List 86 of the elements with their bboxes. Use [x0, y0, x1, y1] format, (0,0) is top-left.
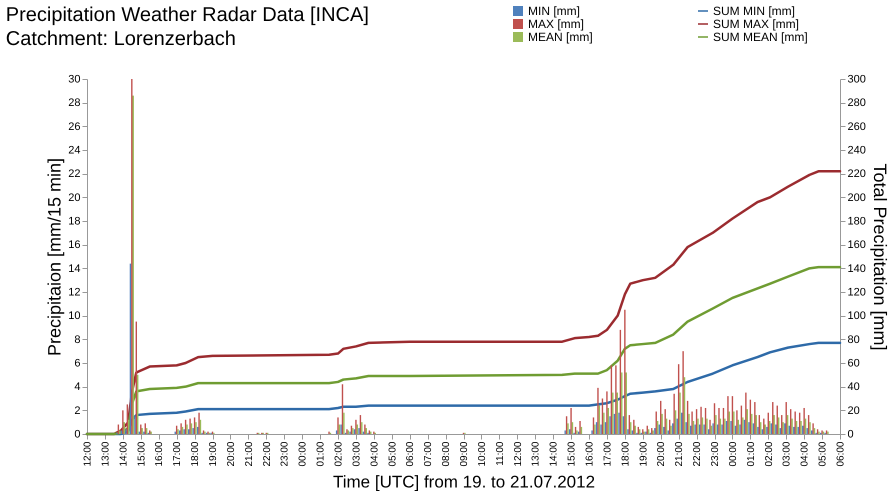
x-tick-label: 21:00	[674, 441, 686, 467]
x-tick-label: 13:00	[530, 441, 542, 467]
x-tick-label: 15:00	[566, 441, 578, 467]
legend-label: MAX [mm]	[528, 17, 584, 31]
x-tick-label: 06:00	[836, 441, 846, 467]
x-tick-label: 00:00	[728, 441, 739, 467]
x-tick-label: 05:00	[387, 441, 398, 467]
x-tick-label: 03:00	[351, 441, 362, 467]
x-tick-label: 23:00	[710, 441, 721, 467]
x-tick-label: 00:00	[298, 441, 309, 467]
x-tick-label: 01:00	[316, 441, 327, 467]
y2-tick-label: 80	[848, 334, 860, 346]
x-tick-label: 21:00	[244, 441, 255, 467]
y-tick-label: 6	[74, 358, 80, 370]
y2-tick-label: 20	[848, 404, 860, 417]
x-tick-label: 20:00	[226, 441, 237, 467]
y2-tick-label: 180	[848, 216, 866, 228]
y2-tick-label: 300	[848, 74, 866, 86]
x-tick-label: 14:00	[548, 441, 560, 467]
x-tick-label: 04:00	[369, 441, 380, 467]
y2-tick-label: 100	[848, 310, 866, 322]
legend-label: SUM MEAN [mm]	[713, 30, 808, 44]
x-tick-label: 11:00	[494, 441, 506, 466]
x-tick-label: 19:00	[638, 441, 650, 467]
y-tick-label: 26	[68, 120, 80, 133]
y2-tick-label: 240	[848, 144, 866, 156]
x-tick-label: 12:00	[82, 441, 94, 467]
x-tick-label: 22:00	[692, 441, 704, 467]
y-axis-title: Precipitaion [mm/15 min]	[44, 158, 64, 356]
y-tick-label: 8	[74, 334, 80, 346]
x-tick-label: 03:00	[782, 441, 793, 467]
y2-tick-label: 140	[848, 262, 866, 275]
y-tick-label: 0	[74, 428, 80, 440]
y2-tick-label: 260	[848, 120, 866, 133]
y2-tick-label: 120	[848, 286, 866, 298]
y-tick-label: 10	[68, 310, 80, 322]
y2-tick-label: 40	[848, 381, 860, 394]
y2-tick-label: 200	[848, 192, 866, 204]
x-tick-label: 08:00	[441, 441, 452, 467]
x-tick-label: 07:00	[423, 441, 434, 467]
chart-title: Precipitation Weather Radar Data [INCA]	[6, 4, 369, 26]
y-tick-label: 12	[68, 286, 80, 298]
y-tick-label: 28	[68, 97, 80, 110]
x-axis-title: Time [UTC] from 19. to 21.07.2012	[332, 472, 596, 492]
x-tick-label: 20:00	[656, 441, 668, 467]
x-tick-label: 02:00	[334, 441, 344, 467]
y2-tick-label: 280	[848, 97, 866, 110]
y2-axis-title: Total Precipitation [mm]	[870, 163, 890, 351]
y2-tick-label: 60	[848, 358, 860, 370]
y-tick-label: 2	[74, 404, 80, 417]
x-tick-label: 04:00	[800, 441, 811, 467]
x-tick-label: 16:00	[154, 441, 166, 467]
y2-tick-label: 160	[848, 239, 866, 252]
x-tick-label: 14:00	[118, 441, 130, 467]
y-tick-label: 30	[68, 74, 80, 86]
x-tick-label: 12:00	[512, 441, 524, 467]
x-tick-label: 22:00	[262, 441, 273, 467]
y-tick-label: 24	[68, 144, 80, 156]
x-tick-label: 23:00	[280, 441, 291, 467]
y-tick-label: 20	[68, 192, 80, 204]
y-tick-label: 4	[74, 381, 80, 394]
y-tick-label: 22	[68, 168, 80, 180]
legend-label: MIN [mm]	[528, 4, 580, 18]
x-tick-label: 10:00	[476, 441, 488, 467]
x-tick-label: 13:00	[100, 441, 112, 467]
x-tick-label: 18:00	[190, 441, 202, 467]
x-tick-label: 05:00	[818, 441, 829, 467]
x-tick-label: 19:00	[208, 441, 219, 467]
x-tick-label: 18:00	[620, 441, 632, 467]
x-tick-label: 01:00	[746, 441, 757, 467]
y-tick-label: 14	[68, 262, 80, 275]
x-tick-label: 15:00	[136, 441, 148, 467]
x-tick-label: 17:00	[172, 441, 184, 467]
y2-tick-label: 220	[848, 168, 866, 180]
x-tick-label: 17:00	[602, 441, 614, 467]
y-tick-label: 16	[68, 239, 80, 252]
x-tick-label: 06:00	[405, 441, 416, 467]
y2-tick-label: 0	[848, 428, 854, 440]
legend-label: SUM MIN [mm]	[713, 4, 795, 18]
chart-subtitle: Catchment: Lorenzerbach	[6, 28, 236, 50]
x-tick-label: 16:00	[584, 441, 596, 467]
legend-label: SUM MAX [mm]	[713, 17, 799, 31]
x-tick-label: 02:00	[764, 441, 775, 467]
x-tick-label: 09:00	[459, 441, 470, 467]
y-tick-label: 18	[68, 216, 80, 228]
legend-label: MEAN [mm]	[528, 30, 593, 44]
